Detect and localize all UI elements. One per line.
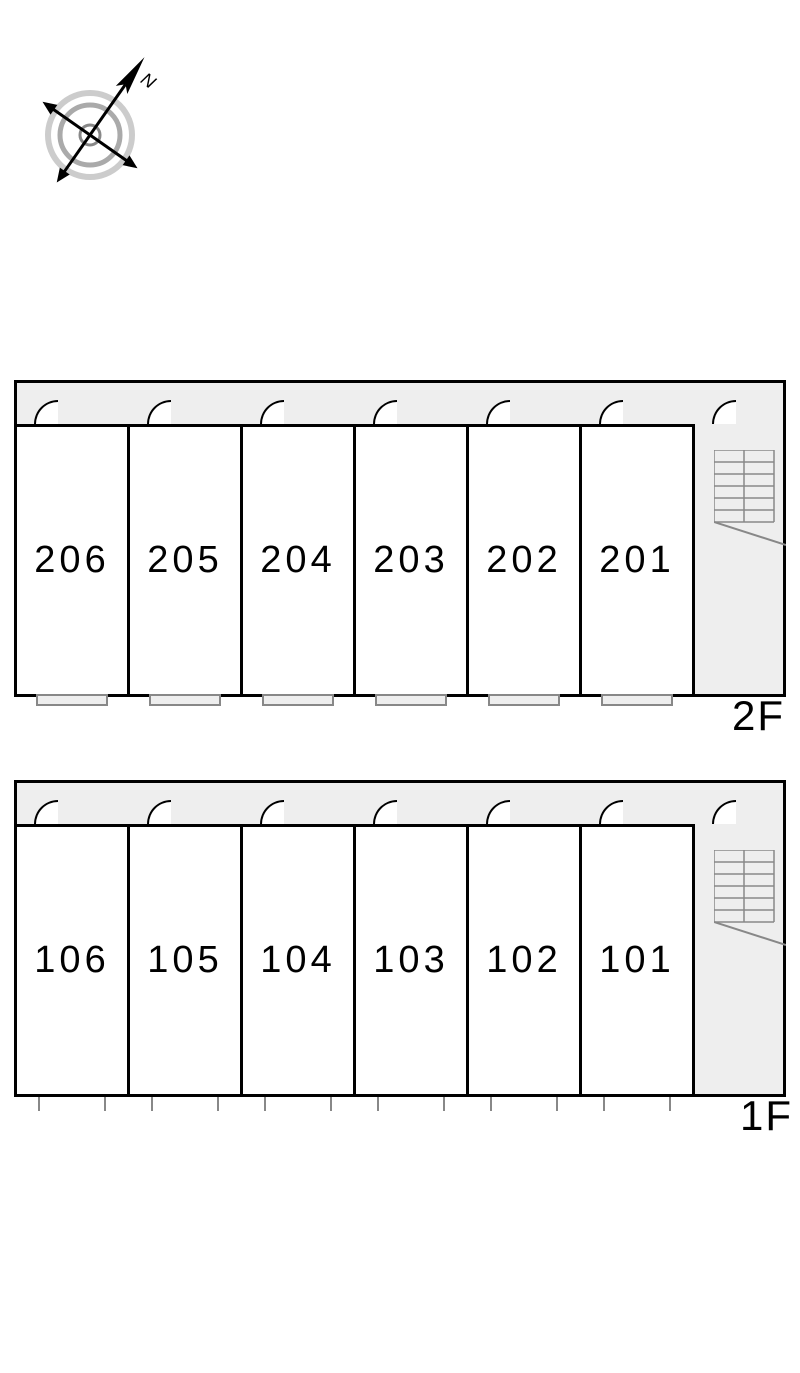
room-label: 101 — [599, 939, 674, 982]
room-104: 104 — [240, 824, 356, 1097]
floor-label-1f: 1F — [740, 1092, 793, 1140]
room-label: 205 — [147, 539, 222, 582]
window-tick — [490, 1097, 492, 1111]
window-tick — [669, 1097, 671, 1111]
room-205: 205 — [127, 424, 243, 697]
floor-2f: 206 205 204 203 202 201 — [14, 380, 786, 720]
window-tick — [377, 1097, 379, 1111]
room-label: 204 — [260, 539, 335, 582]
window-tick — [603, 1097, 605, 1111]
window-tick — [151, 1097, 153, 1111]
window-tick — [38, 1097, 40, 1111]
room-label: 106 — [34, 939, 109, 982]
room-label: 206 — [34, 539, 109, 582]
compass-svg: N — [20, 25, 200, 205]
room-202: 202 — [466, 424, 582, 697]
room-204: 204 — [240, 424, 356, 697]
compass-north-label: N — [137, 69, 160, 93]
balcony-icon — [488, 694, 560, 706]
room-203: 203 — [353, 424, 469, 697]
window-tick — [264, 1097, 266, 1111]
balcony-icon — [601, 694, 673, 706]
stairs-1f — [714, 850, 786, 960]
compass-rose: N — [20, 25, 200, 210]
room-201: 201 — [579, 424, 695, 697]
room-206: 206 — [14, 424, 130, 697]
room-103: 103 — [353, 824, 469, 1097]
floor-label-2f: 2F — [732, 692, 785, 740]
balcony-icon — [36, 694, 108, 706]
floor-1f: 106 105 104 103 102 101 — [14, 780, 786, 1120]
room-label: 104 — [260, 939, 335, 982]
balcony-icon — [375, 694, 447, 706]
room-label: 203 — [373, 539, 448, 582]
room-label: 202 — [486, 539, 561, 582]
room-102: 102 — [466, 824, 582, 1097]
rooms-row-2f: 206 205 204 203 202 201 — [14, 424, 695, 697]
room-label: 105 — [147, 939, 222, 982]
corridor-1f — [14, 780, 786, 827]
stairs-2f — [714, 450, 786, 560]
rooms-row-1f: 106 105 104 103 102 101 — [14, 824, 695, 1097]
room-105: 105 — [127, 824, 243, 1097]
window-tick — [217, 1097, 219, 1111]
window-tick — [104, 1097, 106, 1111]
balcony-icon — [149, 694, 221, 706]
corridor-2f — [14, 380, 786, 427]
window-tick — [330, 1097, 332, 1111]
window-tick — [556, 1097, 558, 1111]
room-106: 106 — [14, 824, 130, 1097]
room-101: 101 — [579, 824, 695, 1097]
room-label: 102 — [486, 939, 561, 982]
room-label: 103 — [373, 939, 448, 982]
window-tick — [443, 1097, 445, 1111]
room-label: 201 — [599, 539, 674, 582]
balcony-icon — [262, 694, 334, 706]
